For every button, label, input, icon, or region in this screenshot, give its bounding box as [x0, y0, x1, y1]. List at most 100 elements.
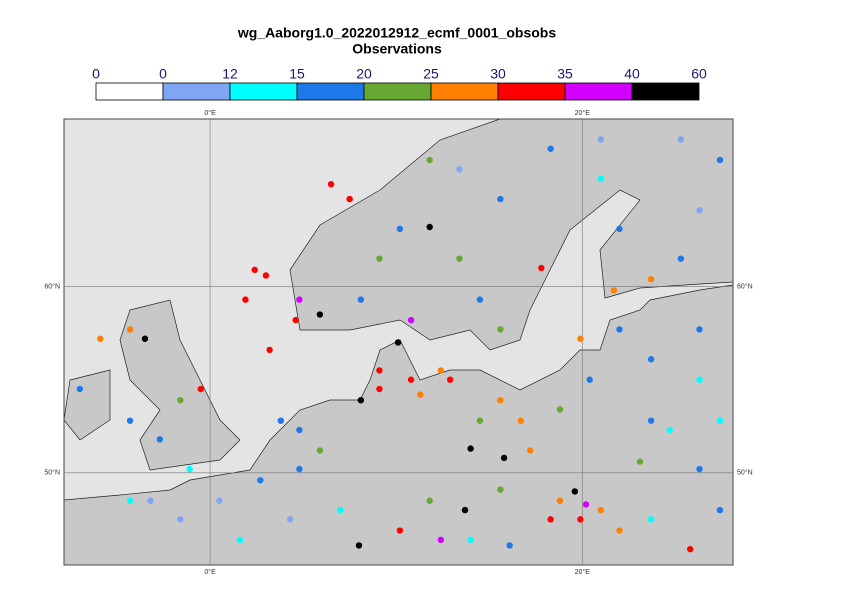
observation-dot	[76, 385, 84, 393]
observation-dot	[286, 516, 294, 523]
observation-dot	[97, 335, 104, 342]
observation-dot	[426, 497, 433, 504]
observation-dot	[396, 527, 404, 534]
observation-dot	[647, 356, 655, 363]
observation-dot	[647, 417, 655, 424]
observation-dot	[266, 346, 273, 354]
basemap	[64, 119, 733, 565]
observation-dot	[538, 264, 545, 272]
colorbar-label: 60	[691, 66, 707, 82]
observation-dot	[141, 335, 149, 342]
observation-dot	[677, 255, 685, 262]
observation-dot	[610, 287, 618, 294]
observation-dot	[296, 296, 303, 303]
observation-dot	[716, 506, 724, 514]
observation-dot	[296, 426, 303, 434]
observation-dot	[461, 506, 469, 514]
observation-dot	[497, 326, 504, 333]
observation-dot	[467, 445, 474, 452]
observation-dot	[647, 275, 655, 283]
observation-dot	[696, 376, 703, 383]
observation-dot	[616, 225, 623, 233]
observation-dot	[696, 326, 703, 333]
observation-dot	[597, 136, 605, 143]
observation-dot	[437, 536, 445, 544]
lat-label: 60°N	[737, 282, 753, 290]
map-subtitle: Observations	[352, 41, 442, 57]
observation-dot	[337, 506, 344, 514]
observation-dot	[236, 536, 244, 544]
land	[289, 119, 733, 351]
land	[64, 369, 111, 441]
observation-dot	[696, 465, 703, 473]
observation-dot	[467, 536, 474, 544]
colorbar-label: 0	[92, 66, 100, 82]
observation-dot	[346, 195, 353, 203]
observation-dot	[417, 391, 424, 398]
observation-dot	[357, 396, 365, 404]
lon-label: 0°E	[204, 568, 216, 576]
observation-dot	[277, 417, 284, 424]
observation-dot	[716, 156, 724, 164]
lon-label: 0°E	[204, 109, 216, 117]
observation-dot	[582, 501, 590, 508]
colorbar-box	[497, 82, 566, 101]
observation-dot	[476, 417, 484, 424]
observation-dot	[426, 223, 433, 231]
colorbar-label: 15	[289, 66, 305, 82]
observation-dot	[571, 488, 579, 495]
observation-dot	[696, 207, 703, 214]
colorbar-box	[631, 82, 700, 101]
observation-dot	[407, 376, 415, 383]
map-title: wg_Aaborg1.0_2022012912_ecmf_0001_obsobs	[237, 25, 557, 41]
colorbar-box	[229, 82, 298, 101]
observation-dot	[426, 156, 433, 164]
observation-dot	[547, 516, 554, 523]
observations	[76, 136, 724, 553]
observation-dot	[197, 385, 204, 393]
observation-dot	[394, 339, 402, 346]
colorbar-label: 20	[356, 66, 372, 82]
colorbar-label: 12	[222, 66, 238, 82]
observation-dot	[456, 166, 463, 173]
observation-dot	[616, 326, 623, 333]
observation-dot	[500, 454, 508, 462]
colorbar-box	[564, 82, 633, 101]
observation-dot	[636, 458, 644, 465]
observation-dot	[597, 175, 605, 182]
observation-dot	[292, 316, 299, 324]
observation-dot	[242, 296, 249, 303]
observation-dot	[376, 367, 383, 374]
colorbar-label: 35	[557, 66, 573, 82]
observation-dot	[156, 436, 164, 443]
observation-dot	[556, 497, 564, 504]
observation-dot	[556, 406, 564, 413]
observation-dot	[647, 516, 655, 523]
observation-dot	[677, 136, 685, 143]
observation-dot	[577, 335, 584, 342]
observation-dot	[446, 376, 454, 383]
observation-dot	[497, 486, 504, 493]
observation-dot	[716, 417, 724, 424]
colorbar-label: 25	[423, 66, 439, 82]
observation-dot	[506, 542, 513, 549]
observation-dot	[547, 145, 554, 152]
observation-dot	[262, 272, 270, 279]
lat-label: 50°N	[44, 469, 60, 477]
observation-dot	[177, 396, 184, 404]
colorbar-label: 30	[490, 66, 506, 82]
observation-dot	[376, 255, 383, 262]
observation-dot	[316, 447, 324, 454]
observation-dot	[355, 542, 363, 549]
observation-dot	[586, 376, 593, 383]
observation-dot	[257, 477, 264, 484]
observation-dot	[686, 545, 694, 553]
observation-dot	[396, 225, 404, 233]
lon-label: 20°E	[575, 568, 591, 576]
observation-dot	[251, 266, 258, 274]
observation-dot	[407, 316, 415, 324]
colorbar-box	[162, 82, 231, 101]
observation-dot	[376, 385, 383, 393]
observation-dot	[497, 195, 504, 203]
